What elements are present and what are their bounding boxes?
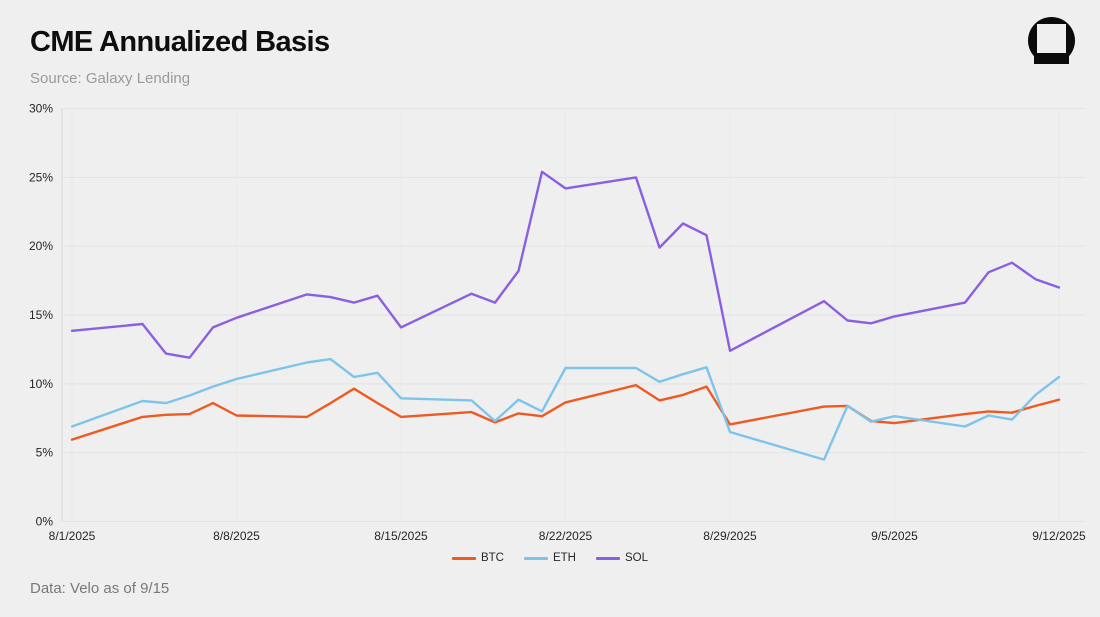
legend-item-eth: ETH — [523, 552, 576, 564]
legend-swatch-btc — [451, 556, 476, 560]
chart-legend: BTC ETH SOL — [0, 552, 1100, 564]
series-line-eth — [70, 357, 1061, 461]
galaxy-logo-knockout-square — [1037, 24, 1066, 53]
y-tick-label: 0% — [36, 515, 54, 529]
y-tick-label: 25% — [29, 170, 53, 184]
legend-swatch-sol — [595, 556, 620, 560]
legend-item-sol: SOL — [595, 552, 648, 564]
y-tick-label: 5% — [36, 446, 54, 460]
series-line-sol — [70, 170, 1061, 359]
series-line-btc — [70, 384, 1061, 441]
x-tick-label: 8/29/2025 — [703, 529, 757, 543]
data-footnote: Data: Velo as of 9/15 — [30, 580, 170, 597]
x-tick-label: 9/5/2025 — [871, 529, 918, 543]
galaxy-logo-bar — [1034, 55, 1069, 64]
chart-source-label: Source: Galaxy Lending — [30, 70, 191, 87]
y-tick-label: 30% — [29, 102, 53, 116]
legend-swatch-eth — [523, 556, 548, 560]
x-tick-label: 8/1/2025 — [49, 529, 96, 543]
x-tick-label: 9/12/2025 — [1032, 529, 1086, 543]
legend-label-eth: ETH — [552, 552, 576, 564]
y-tick-label: 15% — [29, 308, 53, 322]
legend-label-btc: BTC — [480, 552, 504, 564]
page-title: CME Annualized Basis — [30, 26, 330, 58]
x-tick-label: 8/8/2025 — [213, 529, 260, 543]
y-tick-label: 10% — [29, 377, 53, 391]
legend-label-sol: SOL — [624, 552, 648, 564]
legend-item-btc: BTC — [451, 552, 504, 564]
x-tick-label: 8/22/2025 — [539, 529, 593, 543]
x-tick-label: 8/15/2025 — [374, 529, 428, 543]
galaxy-logo — [1028, 17, 1075, 64]
y-tick-label: 20% — [29, 239, 53, 253]
